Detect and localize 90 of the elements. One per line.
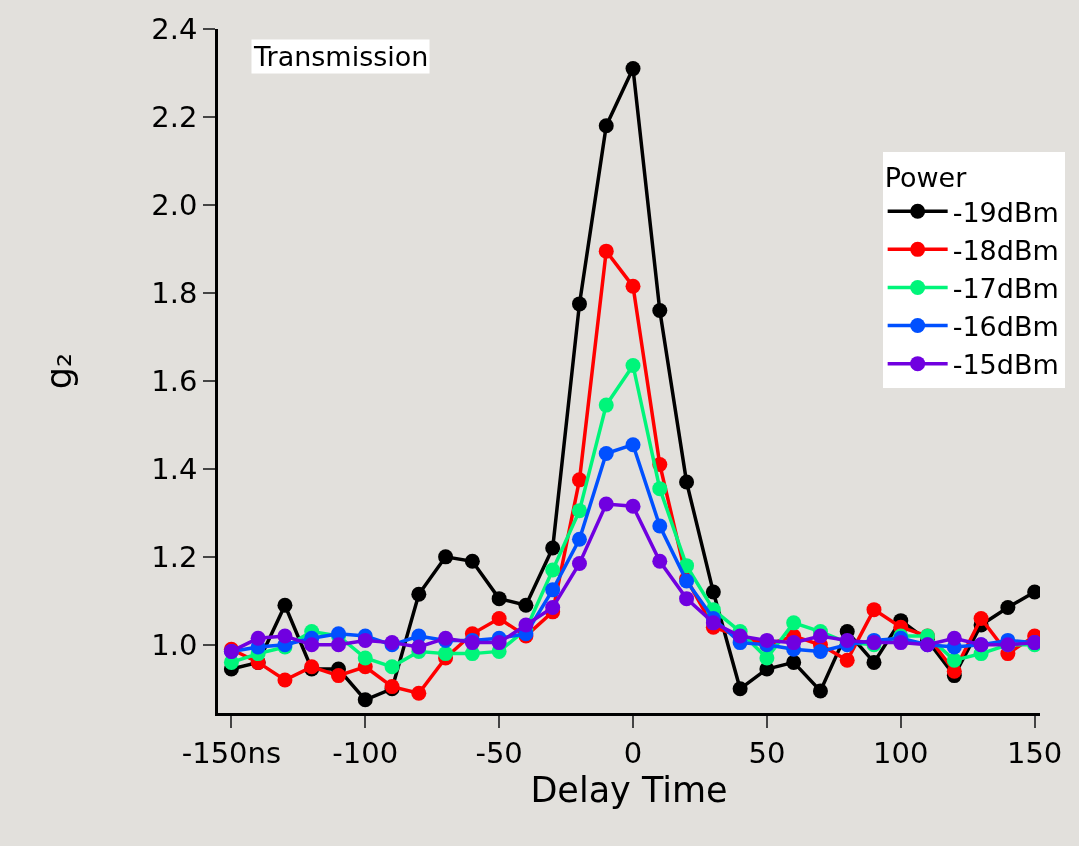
point <box>652 553 668 569</box>
point <box>598 118 614 134</box>
point <box>357 650 373 666</box>
point <box>357 692 373 708</box>
x-tick-label: -150ns <box>181 735 282 770</box>
point <box>812 643 828 659</box>
point <box>759 632 775 648</box>
y-tick-label: 1.8 <box>151 276 198 311</box>
x-tick-label: 0 <box>623 735 643 770</box>
y-tick-label: 2.4 <box>151 12 198 47</box>
legend-label: -15dBm <box>952 349 1059 381</box>
point <box>946 652 962 668</box>
legend-label: -18dBm <box>952 234 1059 266</box>
point <box>652 303 668 319</box>
point <box>625 358 641 373</box>
point <box>571 472 587 488</box>
point <box>866 602 882 618</box>
point <box>598 496 614 512</box>
point <box>545 582 561 598</box>
point <box>438 646 454 662</box>
x-axis-title: Delay Time <box>530 769 728 810</box>
point <box>571 296 587 312</box>
point <box>625 498 641 514</box>
point <box>1000 599 1016 615</box>
y-tick-label: 1.2 <box>151 540 198 574</box>
point <box>705 584 721 600</box>
point <box>812 628 828 644</box>
point <box>571 503 587 519</box>
point <box>973 610 989 626</box>
point <box>893 635 909 651</box>
point <box>625 437 641 453</box>
point <box>786 654 802 670</box>
point <box>411 685 427 701</box>
point <box>786 635 802 651</box>
point <box>411 639 427 655</box>
point <box>438 549 454 565</box>
point <box>759 650 775 666</box>
point <box>411 586 427 602</box>
point <box>946 630 962 646</box>
point <box>571 555 587 571</box>
point <box>598 243 614 259</box>
legend-label: -19dBm <box>952 196 1059 228</box>
y-tick-label: 1.0 <box>151 627 198 662</box>
point <box>679 591 695 607</box>
point <box>705 615 721 631</box>
point <box>331 637 346 653</box>
x-tick-label: 150 <box>1006 735 1063 770</box>
y-tick-label: 2.0 <box>151 188 198 223</box>
point <box>652 481 668 497</box>
annotation: Transmission <box>253 41 429 72</box>
point <box>786 615 802 631</box>
point <box>625 278 641 294</box>
point <box>571 531 587 547</box>
y-axis-title: g₂ <box>38 352 79 390</box>
x-tick-label: 100 <box>873 735 929 770</box>
point <box>839 652 855 668</box>
legend-title: Power <box>884 162 968 194</box>
point <box>545 540 561 556</box>
x-tick-label: 50 <box>748 735 786 770</box>
point <box>652 518 668 534</box>
point <box>384 659 400 675</box>
point <box>679 474 695 490</box>
point <box>277 597 293 613</box>
point <box>866 654 882 670</box>
legend-label: -16dBm <box>952 311 1059 343</box>
point <box>491 591 507 607</box>
legend-label: -17dBm <box>952 273 1059 304</box>
point <box>491 635 507 651</box>
point <box>625 61 641 77</box>
point <box>598 397 614 413</box>
y-tick-label: 1.6 <box>151 364 198 399</box>
point <box>277 628 293 644</box>
point <box>598 445 614 461</box>
x-tick-label: -100 <box>332 735 399 770</box>
point <box>250 630 266 646</box>
point <box>304 637 320 653</box>
point <box>732 681 748 697</box>
point <box>545 562 561 578</box>
point <box>518 597 534 613</box>
point <box>491 610 507 626</box>
point <box>357 632 373 648</box>
y-tick-label: 1.4 <box>151 452 198 487</box>
point <box>812 683 828 699</box>
point <box>518 617 534 633</box>
y-tick-label: 2.2 <box>151 100 198 135</box>
point <box>464 553 480 569</box>
point <box>277 672 293 688</box>
point <box>331 668 346 684</box>
point <box>545 599 561 615</box>
x-tick-label: -50 <box>475 735 523 770</box>
